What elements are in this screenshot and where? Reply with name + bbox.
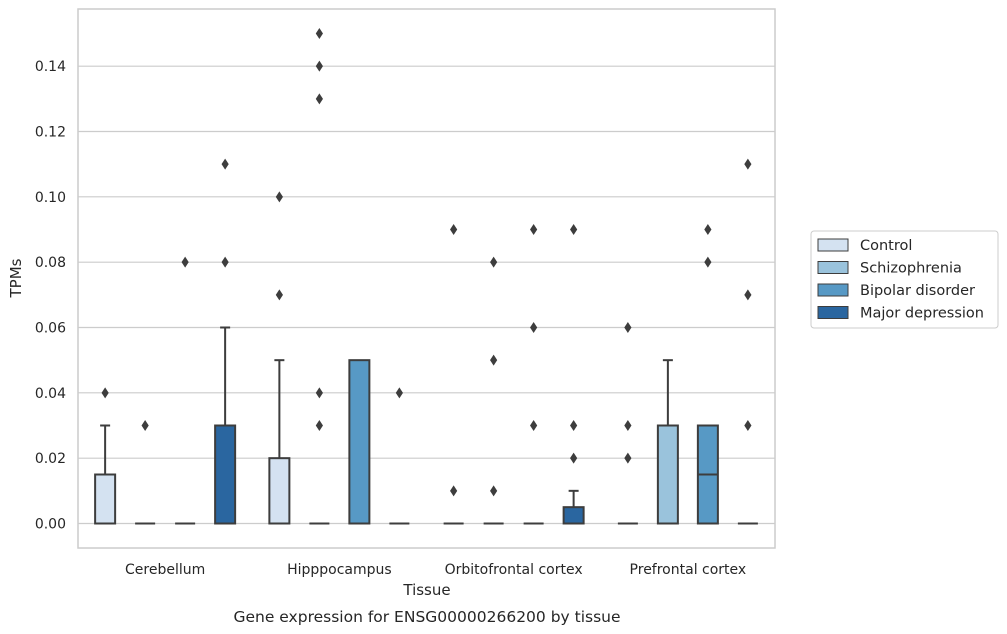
box-group [94,387,117,525]
outlier-point [624,452,632,464]
x-tick-label: Prefrontal cortex [630,562,747,578]
outlier-point [315,387,323,399]
y-tick-label: 0.06 [35,321,66,337]
outlier-point [395,387,403,399]
legend-label: Schizophrenia [860,261,962,277]
y-tick-label: 0.14 [35,59,66,75]
x-tick-label: Cerebellum [125,562,205,578]
chart-caption: Gene expression for ENSG00000266200 by t… [233,608,620,626]
outlier-point [221,256,229,268]
outlier-point [570,224,578,235]
legend-swatch [817,238,849,252]
y-tick-label: 0.00 [35,517,66,533]
box-group [696,224,719,525]
legend-frame [810,230,999,329]
outlier-point [315,93,323,105]
box-group [389,387,410,525]
box-group [175,256,196,525]
outlier-point [490,354,498,366]
outlier-point [275,191,283,203]
outlier-point [530,224,538,235]
box [94,473,117,525]
box-group [656,359,679,525]
y-tick-label: 0.10 [35,190,66,206]
outlier-point [450,485,458,497]
box-group [309,28,330,525]
box-group [483,256,504,525]
outlier-point [490,256,498,268]
box-group [214,158,237,525]
x-axis-label: Tissue [402,581,450,599]
legend-swatch [817,306,849,319]
outlier-point [490,485,498,497]
outlier-point [624,420,632,431]
outlier-point [181,256,189,268]
outlier-point [315,420,323,431]
outlier-point [101,387,109,399]
box-group [562,224,585,525]
outlier-point [530,420,538,431]
y-tick-label: 0.02 [35,451,66,467]
outlier-point [315,60,323,72]
plot-frame [77,8,776,549]
outlier-point [570,420,578,431]
box-group [135,420,156,525]
box [348,359,371,525]
box-group [737,158,758,525]
box-group [443,224,464,525]
box-group [348,359,371,525]
y-tick-label: 0.04 [35,386,66,402]
box [562,506,585,525]
y-tick-labels: 0.00 0.02 0.04 0.06 0.08 0.10 0.12 0.14 [35,59,66,532]
box [214,424,237,525]
x-tick-label: Hipppocampus [287,562,392,578]
outlier-point [744,420,752,431]
outlier-point [450,224,458,235]
outlier-point [744,158,752,170]
outlier-point [141,420,149,431]
y-axis-label: TPMs [7,258,25,298]
legend-label: Major depression [860,306,984,322]
outlier-point [704,224,712,235]
outlier-point [315,28,323,39]
outlier-point [275,289,283,301]
outlier-point [221,158,229,170]
box [268,457,291,525]
y-tick-label: 0.12 [35,125,66,141]
boxes-layer [94,28,758,525]
box-group [523,224,544,525]
x-tick-label: Orbitofrontal cortex [445,562,583,578]
box-group [268,191,291,525]
y-tick-label: 0.08 [35,255,66,271]
x-tick-labels: Cerebellum Hipppocampus Orbitofrontal cort… [125,562,746,578]
outlier-point [624,322,632,333]
legend-swatch [817,261,849,274]
box [656,424,679,525]
outlier-point [530,322,538,333]
legend-label: Bipolar disorder [860,283,975,299]
outlier-point [704,256,712,268]
legend: Control Schizophrenia Bipolar disorder Majo… [810,230,999,329]
legend-label: Control [860,238,912,254]
outlier-point [570,452,578,464]
box-group [617,322,638,525]
legend-swatch [817,283,849,297]
gridlines [78,65,775,525]
outlier-point [744,289,752,301]
